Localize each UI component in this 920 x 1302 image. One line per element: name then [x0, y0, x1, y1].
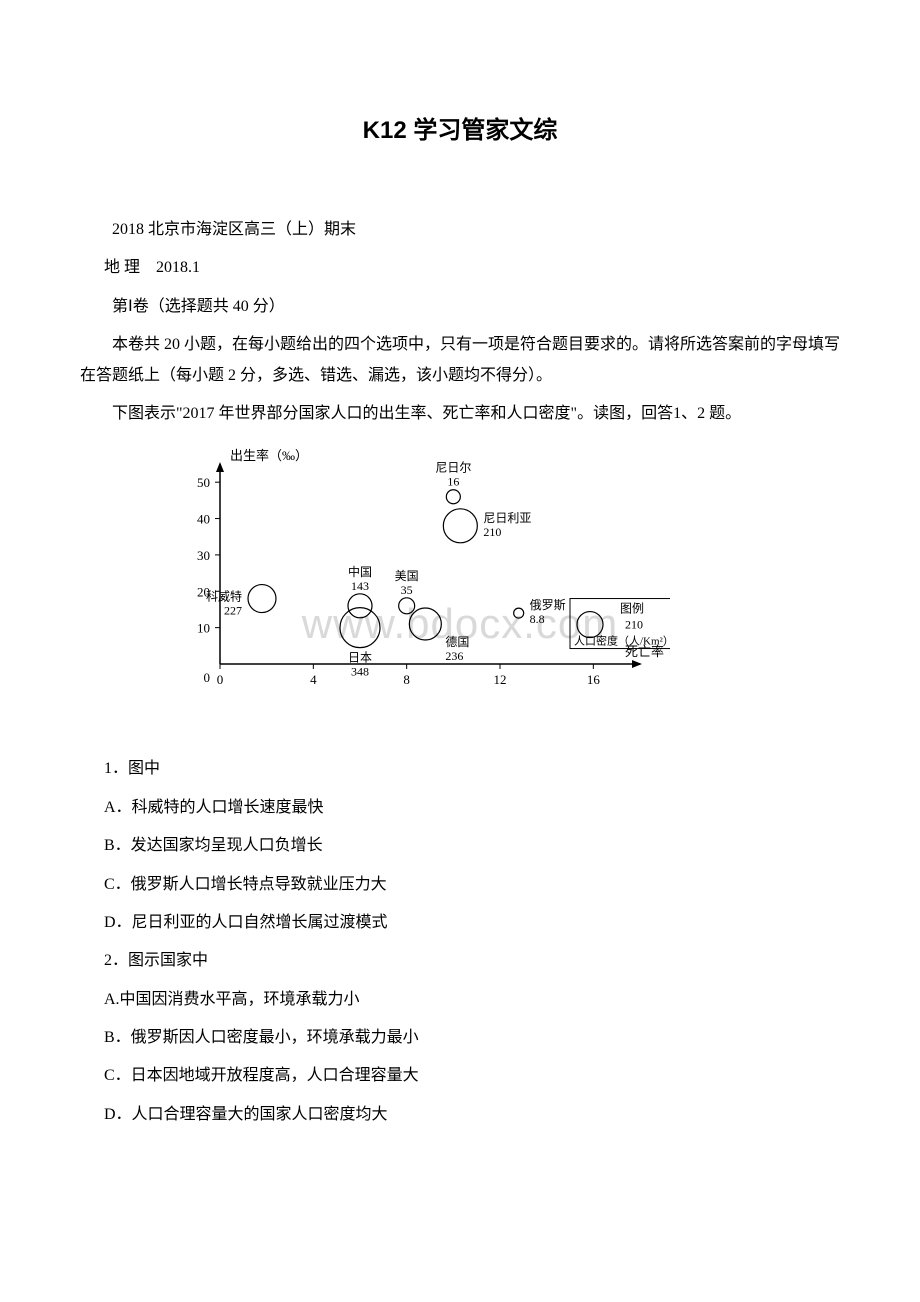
- q1-option-b: B．发达国家均呈现人口负增长: [80, 831, 840, 861]
- svg-text:236: 236: [445, 649, 463, 663]
- q1-option-a: A．科威特的人口增长速度最快: [80, 793, 840, 823]
- svg-text:尼日利亚: 尼日利亚: [483, 511, 531, 525]
- q2-option-a: A.中国因消费水平高，环境承载力小: [80, 985, 840, 1015]
- q1-option-c: C．俄罗斯人口增长特点导致就业压力大: [80, 870, 840, 900]
- svg-text:美国: 美国: [395, 569, 419, 583]
- svg-text:210: 210: [483, 525, 501, 539]
- q2-option-b: B．俄罗斯因人口密度最小，环境承载力最小: [80, 1023, 840, 1053]
- svg-text:8: 8: [403, 672, 410, 687]
- scatter-chart: 出生率（‰）死亡率（‰）048121610203040500图例210人口密度（…: [160, 444, 840, 739]
- svg-text:227: 227: [224, 604, 242, 618]
- exam-header-line2: 地 理 2018.1: [80, 253, 840, 283]
- svg-text:日本: 日本: [348, 651, 372, 665]
- exam-instructions: 本卷共 20 小题，在每小题给出的四个选项中，只有一项是符合题目要求的。请将所选…: [80, 330, 840, 391]
- svg-text:图例: 图例: [620, 602, 644, 616]
- svg-text:中国: 中国: [348, 564, 372, 579]
- svg-text:科威特: 科威特: [206, 589, 242, 604]
- svg-text:50: 50: [197, 476, 210, 491]
- q1-option-d: D．尼日利亚的人口自然增长属过渡模式: [80, 908, 840, 938]
- svg-text:0: 0: [217, 672, 224, 687]
- svg-text:8.8: 8.8: [530, 612, 545, 626]
- q2-stem: 2．图示国家中: [80, 946, 840, 976]
- svg-text:143: 143: [351, 579, 369, 593]
- q2-option-c: C．日本因地域开放程度高，人口合理容量大: [80, 1061, 840, 1091]
- exam-header-line3: 第Ⅰ卷（选择题共 40 分）: [80, 292, 840, 322]
- q1-stem: 1．图中: [80, 754, 840, 784]
- svg-text:40: 40: [197, 512, 210, 527]
- svg-text:210: 210: [625, 618, 643, 632]
- svg-text:人口密度（人/Km²）: 人口密度（人/Km²）: [574, 634, 670, 648]
- svg-text:德国: 德国: [445, 634, 469, 649]
- doc-title: K12 学习管家文综: [80, 110, 840, 145]
- svg-text:4: 4: [310, 672, 317, 687]
- svg-text:10: 10: [197, 621, 210, 636]
- svg-text:348: 348: [351, 665, 369, 679]
- svg-text:30: 30: [197, 548, 210, 563]
- exam-header-line1: 2018 北京市海淀区高三（上）期末: [80, 215, 840, 245]
- chart-description: 下图表示"2017 年世界部分国家人口的出生率、死亡率和人口密度"。读图，回答1…: [80, 399, 840, 429]
- svg-text:尼日尔: 尼日尔: [435, 460, 471, 475]
- svg-text:0: 0: [204, 670, 211, 685]
- svg-text:35: 35: [401, 583, 413, 597]
- svg-text:16: 16: [447, 475, 459, 489]
- svg-text:俄罗斯: 俄罗斯: [530, 598, 566, 612]
- q2-option-d: D．人口合理容量大的国家人口密度均大: [80, 1100, 840, 1130]
- svg-text:12: 12: [494, 672, 507, 687]
- svg-text:16: 16: [587, 672, 601, 687]
- svg-text:出生率（‰）: 出生率（‰）: [230, 448, 308, 463]
